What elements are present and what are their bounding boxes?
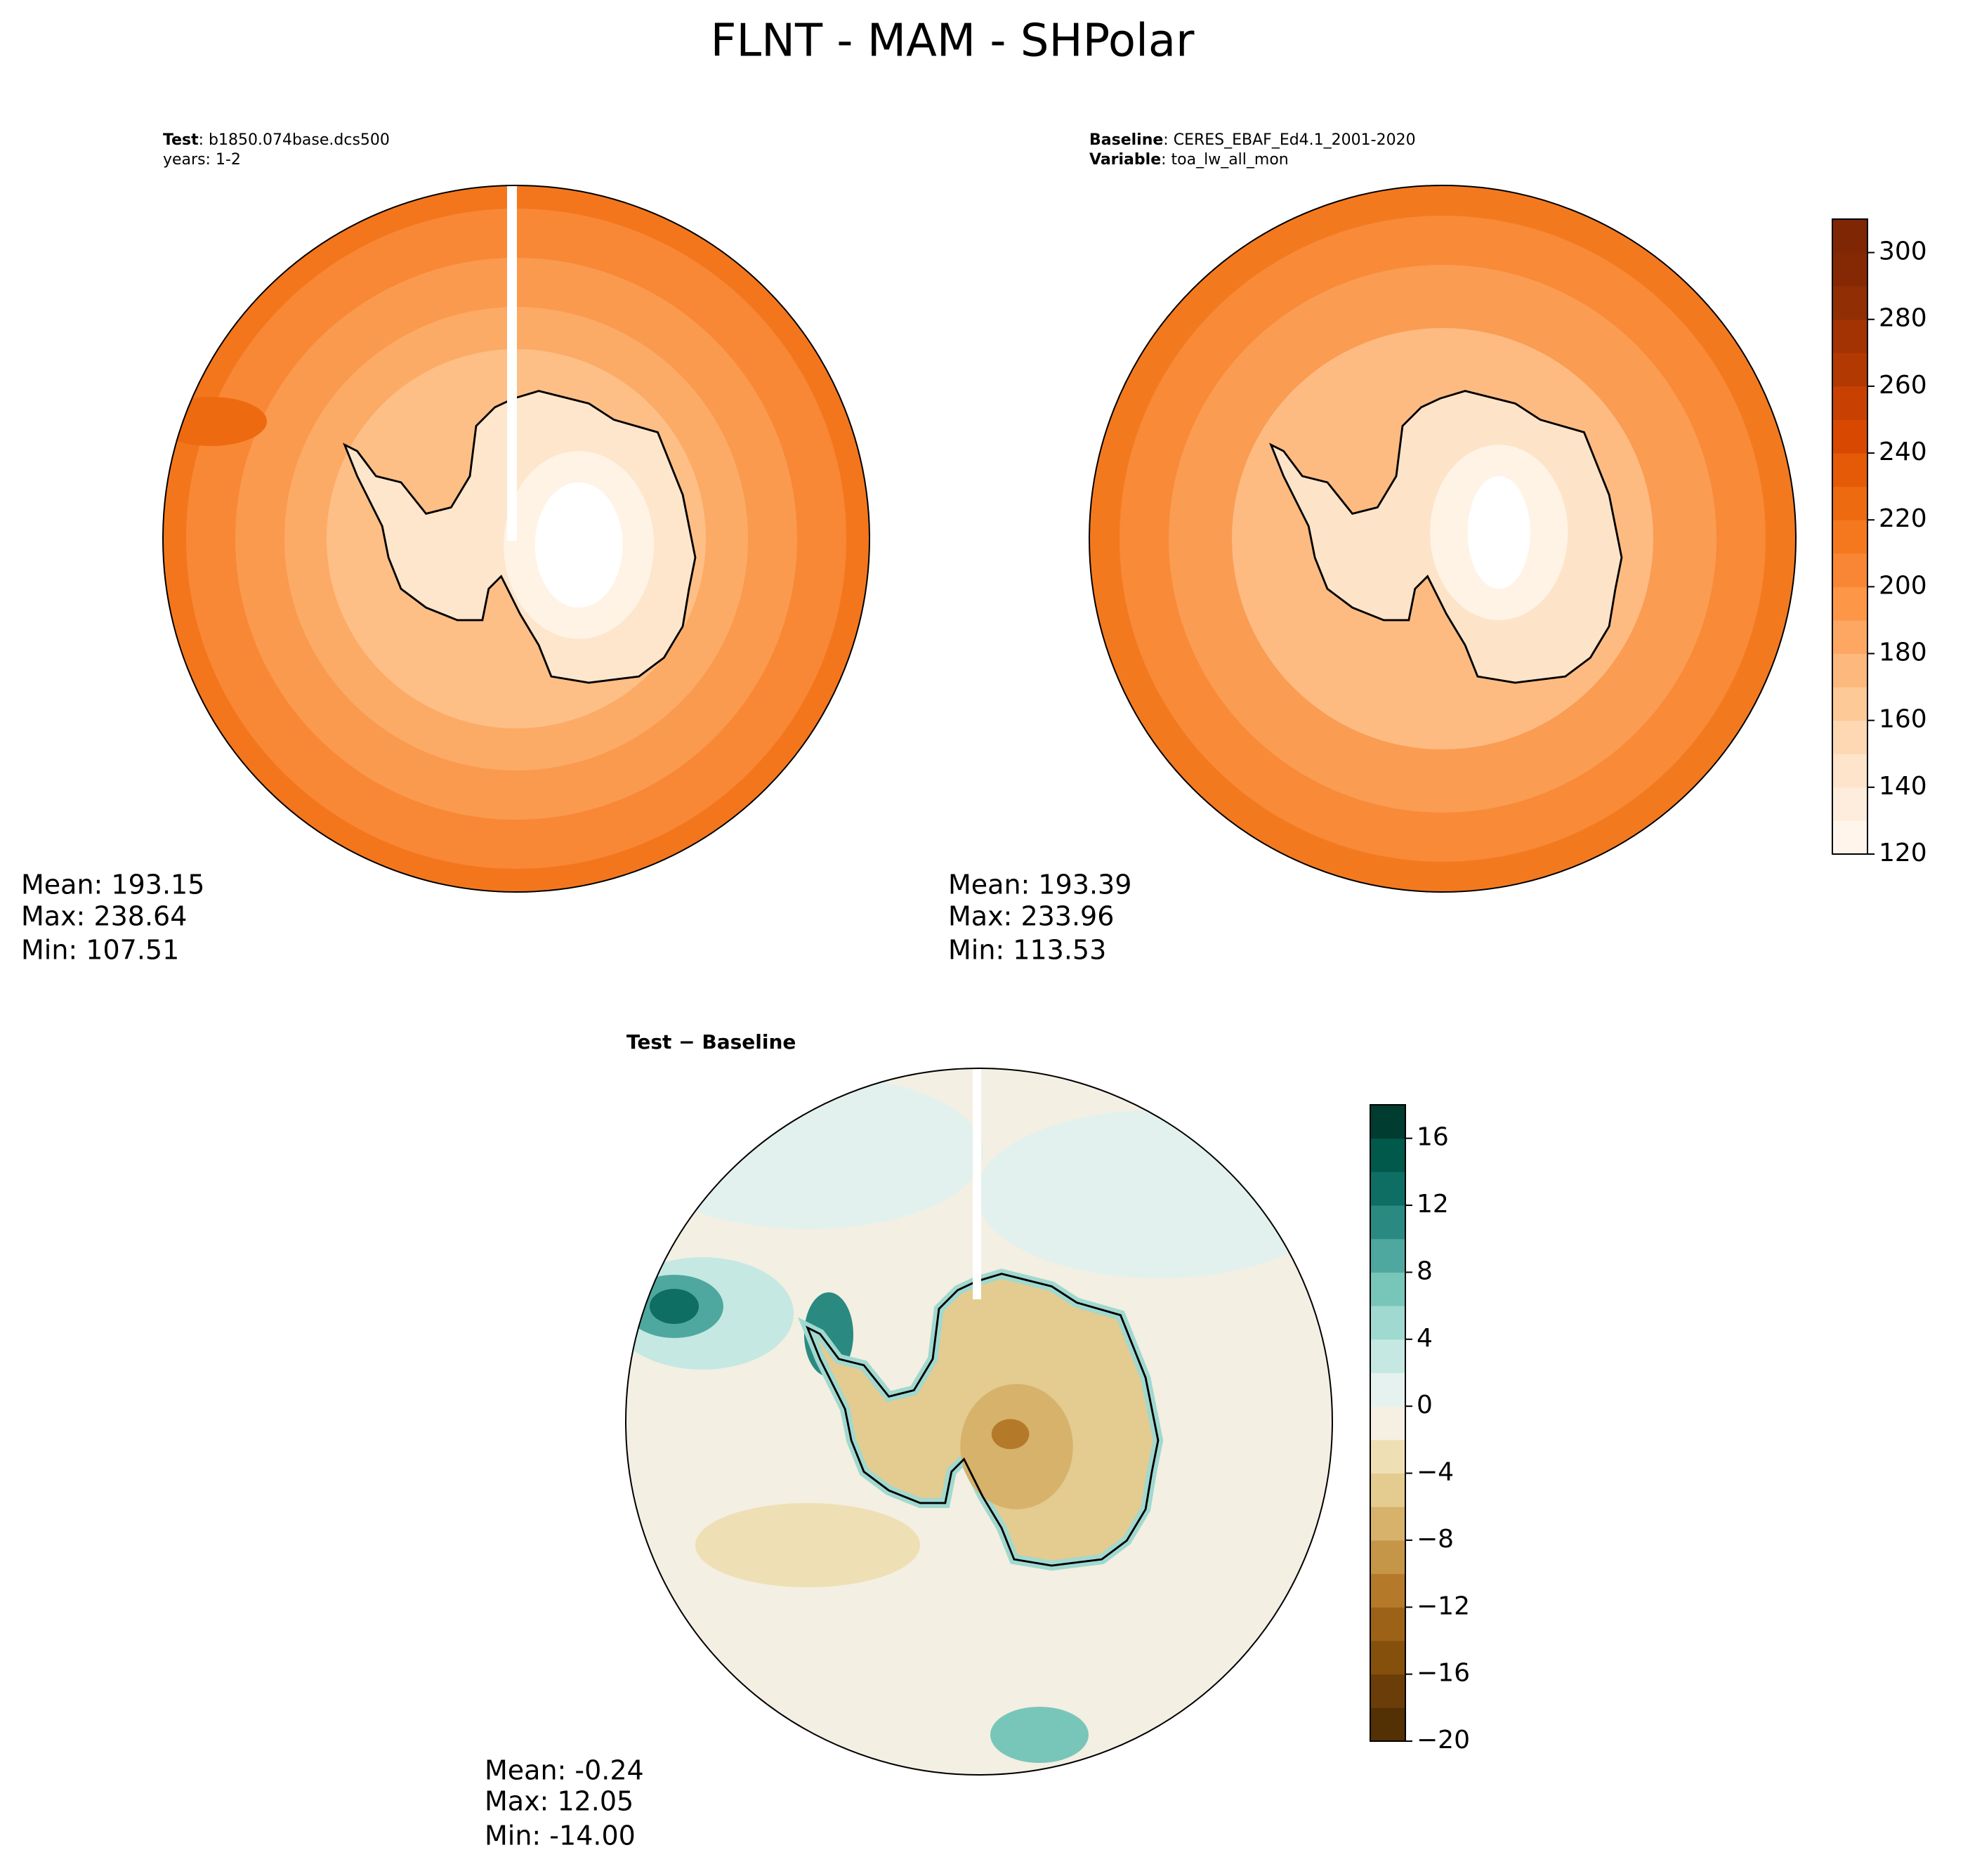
panel-header: Variable: toa_lw_all_mon bbox=[1089, 151, 1289, 169]
colorbar-band bbox=[1832, 453, 1867, 487]
colorbar-tick-label: 260 bbox=[1879, 371, 1927, 400]
colorbar-band bbox=[1370, 1339, 1405, 1373]
colorbar-band bbox=[1370, 1540, 1405, 1575]
colorbar-band bbox=[1832, 754, 1867, 788]
colorbar-tick-label: −8 bbox=[1417, 1525, 1454, 1554]
stat-line: Mean: -0.24 bbox=[485, 1755, 644, 1786]
header-key: Variable bbox=[1089, 151, 1161, 169]
colorbar-tick-label: 16 bbox=[1417, 1123, 1449, 1152]
map-border bbox=[625, 1068, 1333, 1776]
colorbar-band bbox=[1832, 520, 1867, 554]
header-key: Test bbox=[163, 131, 199, 149]
colorbar-tick-label: 280 bbox=[1879, 304, 1927, 333]
header-text: : CERES_EBAF_Ed4.1_2001-2020 bbox=[1163, 131, 1415, 149]
colorbar-band bbox=[1370, 1205, 1405, 1240]
colorbar-band bbox=[1370, 1439, 1405, 1474]
colorbar-band bbox=[1370, 1272, 1405, 1306]
colorbar-band bbox=[1370, 1238, 1405, 1273]
colorbar-band bbox=[1832, 720, 1867, 754]
colorbar-tick-label: 200 bbox=[1879, 571, 1927, 600]
panel-header: Baseline: CERES_EBAF_Ed4.1_2001-2020 bbox=[1089, 131, 1416, 149]
figure-title: FLNT - MAM - SHPolar bbox=[711, 15, 1195, 67]
colorbar-tick-label: 240 bbox=[1879, 438, 1927, 466]
colorbar-tick-label: 300 bbox=[1879, 237, 1927, 266]
map-border bbox=[1089, 185, 1797, 893]
colorbar-band bbox=[1832, 386, 1867, 420]
colorbar-band bbox=[1832, 553, 1867, 587]
header-key: Test − Baseline bbox=[626, 1030, 796, 1054]
colorbar-frame bbox=[1832, 218, 1868, 855]
colorbar-band bbox=[1370, 1507, 1405, 1541]
colorbar-tick-label: −16 bbox=[1417, 1659, 1470, 1688]
header-text: years: 1-2 bbox=[163, 151, 241, 169]
stat-line: Min: -14.00 bbox=[485, 1821, 636, 1851]
colorbar-tick-label: 160 bbox=[1879, 705, 1927, 734]
colorbar-tick-label: −20 bbox=[1417, 1726, 1470, 1754]
colorbar-band bbox=[1832, 286, 1867, 320]
colorbar-band bbox=[1832, 219, 1867, 254]
colorbar-band bbox=[1370, 1573, 1405, 1608]
colorbar-tick-label: 0 bbox=[1417, 1391, 1433, 1419]
header-text: : b1850.074base.dcs500 bbox=[199, 131, 390, 149]
stat-line: Min: 107.51 bbox=[21, 935, 179, 966]
colorbar-band bbox=[1832, 787, 1867, 821]
colorbar-band bbox=[1832, 319, 1867, 353]
stat-line: Max: 12.05 bbox=[485, 1786, 633, 1817]
colorbar-tick-label: 4 bbox=[1417, 1324, 1433, 1353]
colorbar-band bbox=[1370, 1674, 1405, 1708]
panel-header: Test: b1850.074base.dcs500 bbox=[163, 131, 390, 149]
stat-line: Max: 233.96 bbox=[948, 901, 1114, 932]
map-test bbox=[163, 185, 869, 892]
stat-line: Mean: 193.39 bbox=[948, 870, 1131, 900]
header-key: Baseline bbox=[1089, 131, 1163, 149]
colorbar-tick-label: 140 bbox=[1879, 772, 1927, 801]
colorbar-band bbox=[1370, 1406, 1405, 1441]
colorbar-tick-label: 180 bbox=[1879, 638, 1927, 667]
stat-line: Mean: 193.15 bbox=[21, 870, 204, 900]
colorbar-tick-label: −4 bbox=[1417, 1458, 1454, 1487]
map-border bbox=[162, 185, 870, 893]
colorbar-band bbox=[1370, 1607, 1405, 1641]
colorbar-band bbox=[1370, 1105, 1405, 1139]
panel-header: years: 1-2 bbox=[163, 151, 241, 169]
map-baseline bbox=[1089, 185, 1796, 892]
colorbar-band bbox=[1832, 586, 1867, 621]
colorbar-band bbox=[1832, 619, 1867, 655]
colorbar-band bbox=[1370, 1473, 1405, 1507]
colorbar-tick-label: 8 bbox=[1417, 1257, 1433, 1285]
colorbar-tick-label: −12 bbox=[1417, 1592, 1470, 1620]
panel-header: Test − Baseline bbox=[626, 1030, 796, 1054]
colorbar-band bbox=[1832, 419, 1867, 454]
colorbar-band bbox=[1832, 486, 1867, 520]
colorbar-band bbox=[1832, 653, 1867, 688]
colorbar-band bbox=[1832, 820, 1867, 855]
colorbar-tick-label: 120 bbox=[1879, 839, 1927, 867]
colorbar-band bbox=[1832, 353, 1867, 387]
colorbar-band bbox=[1832, 687, 1867, 721]
stat-line: Max: 238.64 bbox=[21, 901, 187, 932]
colorbar-band bbox=[1370, 1372, 1405, 1407]
stat-line: Min: 113.53 bbox=[948, 935, 1106, 966]
colorbar-band bbox=[1370, 1306, 1405, 1340]
colorbar-band bbox=[1370, 1172, 1405, 1206]
colorbar-tick-label: 220 bbox=[1879, 504, 1927, 533]
colorbar-band bbox=[1370, 1707, 1405, 1742]
header-text: : toa_lw_all_mon bbox=[1161, 151, 1289, 169]
colorbar-tick-label: 12 bbox=[1417, 1190, 1449, 1219]
colorbar-band bbox=[1370, 1138, 1405, 1172]
colorbar-band bbox=[1370, 1640, 1405, 1675]
colorbar-frame bbox=[1370, 1104, 1406, 1742]
colorbar-band bbox=[1832, 252, 1867, 287]
